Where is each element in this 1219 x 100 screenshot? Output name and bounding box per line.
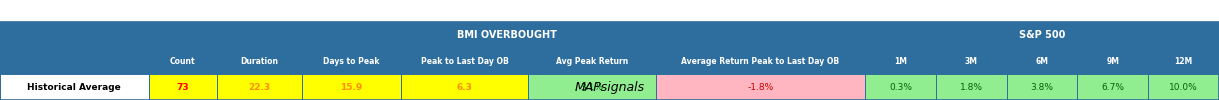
Bar — [301, 48, 401, 74]
Text: 1.8%: 1.8% — [959, 82, 983, 92]
Text: BMI OVERBOUGHT: BMI OVERBOUGHT — [457, 30, 557, 40]
Text: 6.7%: 6.7% — [1101, 82, 1124, 92]
Bar — [865, 22, 1219, 48]
Text: 6M: 6M — [1035, 56, 1048, 66]
Bar — [1078, 74, 1148, 100]
Bar — [865, 74, 936, 100]
Text: -1.8%: -1.8% — [747, 82, 773, 92]
Bar — [1078, 48, 1148, 74]
Bar — [528, 48, 656, 74]
Bar — [217, 48, 301, 74]
Bar — [401, 48, 528, 74]
Bar — [1148, 74, 1219, 100]
Bar — [1148, 48, 1219, 74]
Text: 1M: 1M — [894, 56, 907, 66]
Text: 6.3: 6.3 — [456, 82, 472, 92]
Text: Historical Average: Historical Average — [28, 82, 121, 92]
Text: 15.9: 15.9 — [340, 82, 362, 92]
Text: Average Return Peak to Last Day OB: Average Return Peak to Last Day OB — [681, 56, 840, 66]
Bar — [865, 48, 936, 74]
Bar — [656, 74, 865, 100]
Text: 10.0%: 10.0% — [1169, 82, 1198, 92]
Text: MAPsignals: MAPsignals — [574, 82, 645, 94]
Bar — [1007, 74, 1078, 100]
Bar — [1007, 48, 1078, 74]
Text: Duration: Duration — [240, 56, 278, 66]
Text: Count: Count — [169, 56, 195, 66]
Bar — [936, 48, 1007, 74]
Bar — [401, 74, 528, 100]
Bar — [149, 22, 865, 48]
Text: 3.1%: 3.1% — [580, 82, 603, 92]
Text: 9M: 9M — [1107, 56, 1119, 66]
Text: 12M: 12M — [1174, 56, 1192, 66]
Text: 22.3: 22.3 — [249, 82, 271, 92]
Text: Days to Peak: Days to Peak — [323, 56, 379, 66]
Bar — [656, 48, 865, 74]
Bar — [936, 74, 1007, 100]
Bar — [217, 74, 301, 100]
Text: 0.3%: 0.3% — [889, 82, 912, 92]
Text: Avg Peak Return: Avg Peak Return — [556, 56, 628, 66]
Text: S&P 500: S&P 500 — [1019, 30, 1065, 40]
Bar — [0, 74, 149, 100]
Bar — [149, 74, 217, 100]
Text: 73: 73 — [177, 82, 189, 92]
Text: 3.8%: 3.8% — [1030, 82, 1053, 92]
Bar — [301, 74, 401, 100]
Bar — [0, 22, 149, 48]
Bar — [528, 74, 656, 100]
Text: Peak to Last Day OB: Peak to Last Day OB — [421, 56, 508, 66]
Text: 3M: 3M — [964, 56, 978, 66]
Bar — [0, 48, 149, 74]
Bar — [0, 22, 1219, 100]
Bar — [149, 48, 217, 74]
